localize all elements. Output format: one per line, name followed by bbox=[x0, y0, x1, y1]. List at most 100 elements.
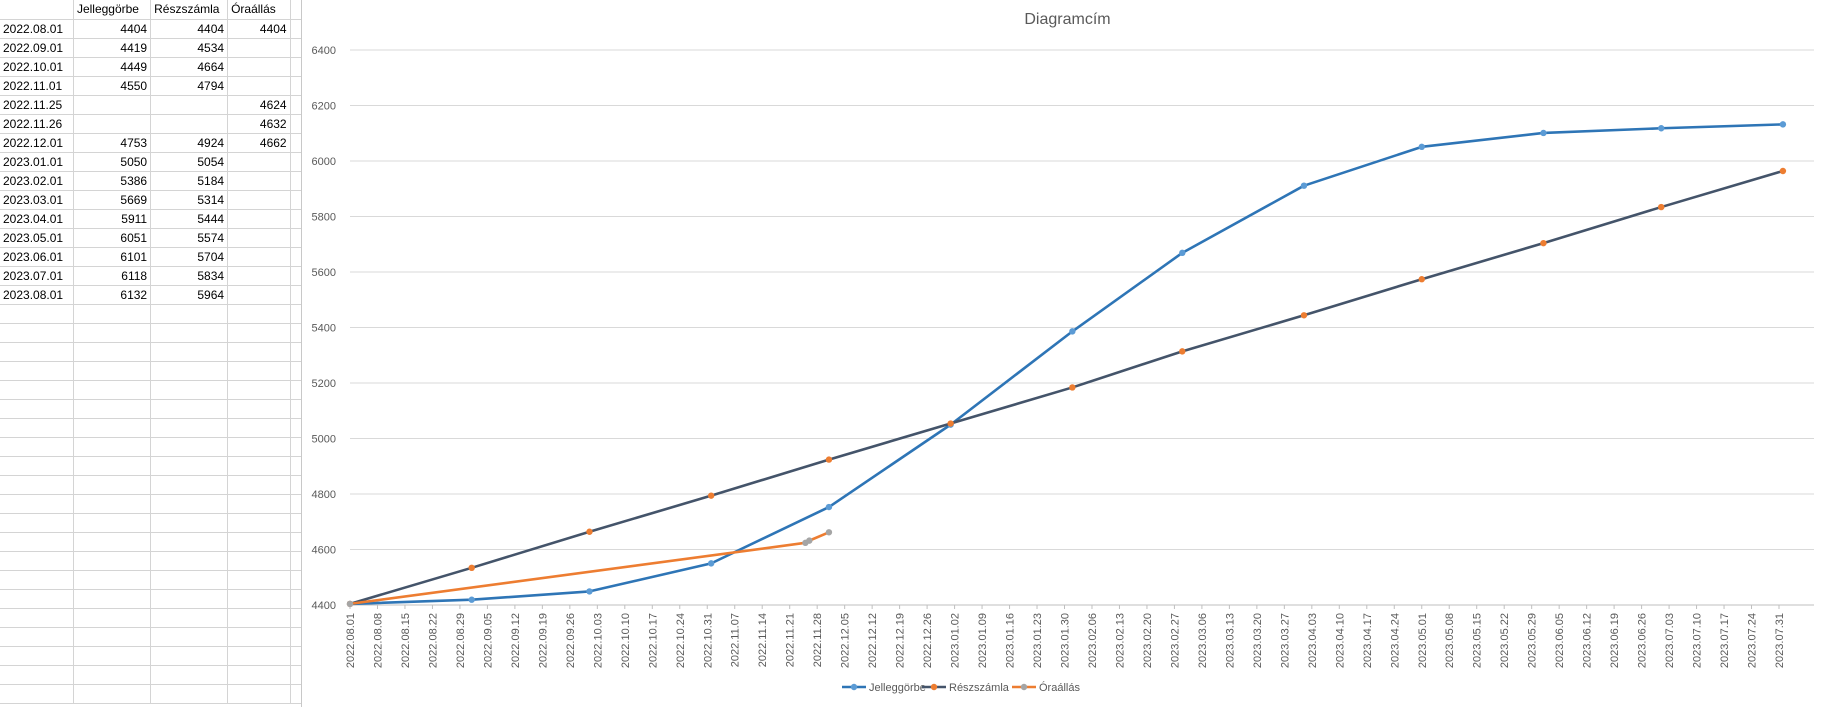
table-cell[interactable] bbox=[227, 209, 291, 229]
table-cell[interactable] bbox=[73, 114, 152, 134]
table-cell[interactable]: 2022.12.01 bbox=[0, 133, 74, 153]
empty-cell[interactable] bbox=[0, 361, 74, 381]
empty-cell[interactable] bbox=[227, 608, 291, 628]
empty-cell[interactable] bbox=[227, 646, 291, 666]
empty-cell[interactable] bbox=[0, 589, 74, 609]
empty-cell[interactable] bbox=[73, 570, 152, 590]
table-cell[interactable]: 2022.10.01 bbox=[0, 57, 74, 77]
column-header-cell[interactable]: Óraállás bbox=[227, 0, 291, 20]
table-cell[interactable]: 5050 bbox=[73, 152, 152, 172]
empty-cell[interactable] bbox=[150, 570, 229, 590]
table-cell[interactable]: 2023.05.01 bbox=[0, 228, 74, 248]
empty-cell[interactable] bbox=[73, 684, 152, 704]
empty-cell[interactable] bbox=[227, 304, 291, 324]
table-cell[interactable] bbox=[227, 285, 291, 305]
empty-cell[interactable] bbox=[150, 684, 229, 704]
empty-cell[interactable] bbox=[227, 323, 291, 343]
table-cell[interactable]: 5574 bbox=[150, 228, 229, 248]
empty-cell[interactable] bbox=[227, 627, 291, 647]
table-cell[interactable]: 4794 bbox=[150, 76, 229, 96]
empty-cell[interactable] bbox=[150, 494, 229, 514]
empty-cell[interactable] bbox=[150, 532, 229, 552]
empty-cell[interactable] bbox=[227, 551, 291, 571]
table-cell[interactable]: 2022.11.01 bbox=[0, 76, 74, 96]
table-cell[interactable]: 2022.09.01 bbox=[0, 38, 74, 58]
empty-cell[interactable] bbox=[73, 418, 152, 438]
spreadsheet-grid[interactable]: Jelleggörbe Részszámla Óraállás 2022.08.01 4… bbox=[0, 0, 305, 707]
empty-cell[interactable] bbox=[0, 323, 74, 343]
empty-cell[interactable] bbox=[73, 494, 152, 514]
empty-cell[interactable] bbox=[227, 399, 291, 419]
table-cell[interactable] bbox=[73, 95, 152, 115]
table-cell[interactable]: 4404 bbox=[150, 19, 229, 39]
empty-cell[interactable] bbox=[227, 589, 291, 609]
table-cell[interactable]: 5386 bbox=[73, 171, 152, 191]
empty-cell[interactable] bbox=[150, 551, 229, 571]
empty-cell[interactable] bbox=[150, 323, 229, 343]
column-header-cell[interactable]: Részszámla bbox=[150, 0, 229, 20]
empty-cell[interactable] bbox=[0, 684, 74, 704]
empty-cell[interactable] bbox=[150, 608, 229, 628]
table-cell[interactable]: 2022.08.01 bbox=[0, 19, 74, 39]
table-cell[interactable]: 2023.02.01 bbox=[0, 171, 74, 191]
empty-cell[interactable] bbox=[227, 342, 291, 362]
empty-cell[interactable] bbox=[150, 589, 229, 609]
table-cell[interactable] bbox=[150, 95, 229, 115]
empty-cell[interactable] bbox=[0, 380, 74, 400]
empty-cell[interactable] bbox=[0, 418, 74, 438]
empty-cell[interactable] bbox=[150, 437, 229, 457]
empty-cell[interactable] bbox=[227, 456, 291, 476]
empty-cell[interactable] bbox=[73, 380, 152, 400]
empty-cell[interactable] bbox=[0, 627, 74, 647]
table-cell[interactable] bbox=[227, 190, 291, 210]
empty-cell[interactable] bbox=[73, 627, 152, 647]
table-cell[interactable]: 2023.01.01 bbox=[0, 152, 74, 172]
table-cell[interactable]: 5444 bbox=[150, 209, 229, 229]
table-cell[interactable] bbox=[227, 228, 291, 248]
table-cell[interactable]: 4404 bbox=[227, 19, 291, 39]
empty-cell[interactable] bbox=[150, 380, 229, 400]
empty-cell[interactable] bbox=[73, 437, 152, 457]
empty-cell[interactable] bbox=[0, 399, 74, 419]
table-cell[interactable]: 5669 bbox=[73, 190, 152, 210]
empty-cell[interactable] bbox=[0, 608, 74, 628]
empty-cell[interactable] bbox=[227, 418, 291, 438]
table-cell[interactable]: 5184 bbox=[150, 171, 229, 191]
empty-cell[interactable] bbox=[73, 456, 152, 476]
empty-cell[interactable] bbox=[73, 646, 152, 666]
column-header-cell[interactable]: Jelleggörbe bbox=[73, 0, 152, 20]
empty-cell[interactable] bbox=[227, 475, 291, 495]
table-cell[interactable]: 2023.04.01 bbox=[0, 209, 74, 229]
table-cell[interactable]: 4534 bbox=[150, 38, 229, 58]
table-cell[interactable] bbox=[227, 171, 291, 191]
table-cell[interactable]: 4664 bbox=[150, 57, 229, 77]
empty-cell[interactable] bbox=[73, 304, 152, 324]
empty-cell[interactable] bbox=[0, 304, 74, 324]
empty-cell[interactable] bbox=[0, 551, 74, 571]
table-cell[interactable]: 2023.06.01 bbox=[0, 247, 74, 267]
empty-cell[interactable] bbox=[150, 399, 229, 419]
table-cell[interactable]: 5911 bbox=[73, 209, 152, 229]
table-cell[interactable]: 4404 bbox=[73, 19, 152, 39]
table-cell[interactable]: 4662 bbox=[227, 133, 291, 153]
table-cell[interactable]: 4924 bbox=[150, 133, 229, 153]
table-cell[interactable]: 5314 bbox=[150, 190, 229, 210]
empty-cell[interactable] bbox=[0, 570, 74, 590]
empty-cell[interactable] bbox=[73, 361, 152, 381]
table-cell[interactable]: 6101 bbox=[73, 247, 152, 267]
line-chart[interactable]: Diagramcím 4400 4600 4800 5000 5200 5400 5600 5… bbox=[301, 0, 1832, 707]
table-cell[interactable] bbox=[227, 76, 291, 96]
table-cell[interactable]: 5834 bbox=[150, 266, 229, 286]
table-cell[interactable]: 4624 bbox=[227, 95, 291, 115]
empty-cell[interactable] bbox=[73, 532, 152, 552]
empty-cell[interactable] bbox=[0, 437, 74, 457]
table-cell[interactable]: 2023.03.01 bbox=[0, 190, 74, 210]
empty-cell[interactable] bbox=[227, 361, 291, 381]
table-cell[interactable]: 2023.08.01 bbox=[0, 285, 74, 305]
empty-cell[interactable] bbox=[0, 665, 74, 685]
empty-cell[interactable] bbox=[227, 513, 291, 533]
empty-cell[interactable] bbox=[73, 342, 152, 362]
table-cell[interactable]: 4449 bbox=[73, 57, 152, 77]
empty-cell[interactable] bbox=[73, 551, 152, 571]
empty-cell[interactable] bbox=[227, 437, 291, 457]
